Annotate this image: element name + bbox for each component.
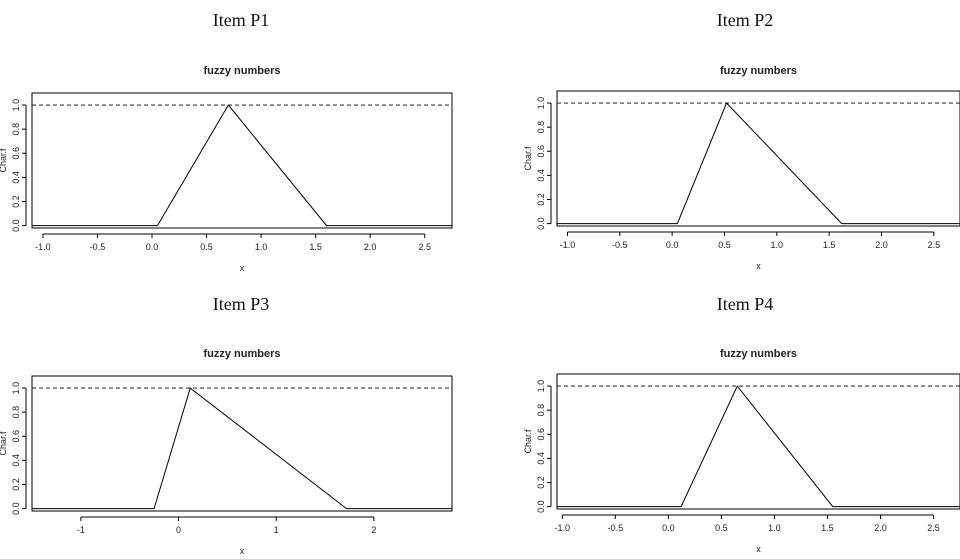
y-tick-label: 0.2	[11, 478, 21, 491]
chart-p4: fuzzy numbers -1.0 -0.5 0.0 0.5 1.0 1.5 2.0 2.5 0…	[523, 348, 960, 554]
x-tick-label: 2.5	[927, 523, 940, 533]
y-tick-label: 0.0	[536, 500, 546, 513]
x-tick-label: 2.0	[875, 240, 888, 250]
x-tick-label: 0.0	[662, 523, 675, 533]
x-axis-title: x	[240, 546, 245, 556]
y-tick-label: 0.8	[11, 406, 21, 419]
y-tick-label: 0.6	[536, 428, 546, 441]
x-tick-label: -0.5	[612, 240, 628, 250]
y-tick-label: 0.4	[536, 452, 546, 465]
y-tick-label: 0.8	[11, 123, 21, 136]
plot-frame	[31, 375, 453, 512]
y-tick-label: 0.2	[536, 476, 546, 489]
chart-p3: fuzzy numbers -1 0 1 2 0.0 0.2 0.4 0.6 0.8 1.0 x Cha…	[0, 348, 453, 556]
x-tick-label: 2.5	[928, 240, 941, 250]
y-tick-label: 1.0	[536, 380, 546, 393]
item-title-p1: Item P1	[212, 10, 270, 30]
x-tick-label: -1.0	[555, 523, 571, 533]
y-tick-label: 1.0	[11, 382, 21, 395]
x-tick-label: 2.0	[364, 242, 377, 252]
x-tick-label: 0	[176, 525, 181, 535]
membership-function-line	[557, 385, 960, 508]
x-tick-label: 1.5	[309, 242, 322, 252]
y-axis-title: Char.f	[0, 431, 8, 456]
membership-function-line	[557, 102, 960, 225]
item-title-p2: Item P2	[716, 10, 774, 30]
x-tick-label: 0.5	[200, 242, 213, 252]
x-tick-label: 1.5	[821, 523, 834, 533]
x-axis-title: x	[756, 261, 761, 271]
x-tick-label: 1.5	[823, 240, 836, 250]
y-tick-label: 0.8	[536, 121, 546, 134]
y-tick-label: 0.6	[11, 430, 21, 443]
y-tick-label: 0.0	[11, 219, 21, 232]
x-tick-label: 2	[371, 525, 376, 535]
y-tick-label: 0.2	[11, 195, 21, 208]
x-tick-label: 0.5	[718, 240, 731, 250]
y-tick-label: 0.0	[11, 502, 21, 515]
y-tick-label: 0.8	[536, 404, 546, 417]
chart-title: fuzzy numbers	[203, 348, 280, 360]
x-tick-label: 2.0	[874, 523, 887, 533]
x-tick-label: -1.0	[35, 242, 51, 252]
plot-frame	[31, 92, 453, 229]
y-tick-label: 0.6	[536, 145, 546, 158]
chart-p2: fuzzy numbers -1.0 -0.5 0.0 0.5 1.0 1.5 2.0 2.5 0…	[523, 65, 960, 271]
x-tick-label: -0.5	[608, 523, 624, 533]
item-title-p4: Item P4	[716, 294, 774, 314]
chart-title: fuzzy numbers	[203, 65, 280, 77]
chart-title: fuzzy numbers	[720, 65, 797, 77]
y-tick-label: 0.4	[11, 171, 21, 184]
x-axis-title: x	[756, 544, 761, 554]
y-tick-label: 0.2	[536, 193, 546, 206]
x-tick-label: 0.0	[146, 242, 159, 252]
x-tick-label: -1	[77, 525, 85, 535]
membership-function-line	[32, 104, 452, 227]
x-tick-label: 0.5	[715, 523, 728, 533]
y-axis-title: Char.f	[0, 148, 8, 173]
y-tick-label: 1.0	[11, 99, 21, 112]
x-tick-label: -0.5	[90, 242, 106, 252]
plot-frame	[556, 90, 960, 227]
y-tick-label: 0.4	[536, 169, 546, 182]
chart-title: fuzzy numbers	[720, 348, 797, 360]
y-tick-label: 1.0	[536, 97, 546, 110]
x-tick-label: 1.0	[771, 240, 784, 250]
membership-function-line	[32, 387, 452, 510]
x-tick-label: 0.0	[666, 240, 679, 250]
y-axis-title: Char.f	[523, 429, 533, 454]
x-tick-label: 1.0	[768, 523, 781, 533]
x-tick-label: 1.0	[255, 242, 268, 252]
x-axis-title: x	[240, 263, 245, 273]
y-axis-title: Char.f	[523, 146, 533, 171]
x-tick-label: -1.0	[560, 240, 576, 250]
x-tick-label: 1	[274, 525, 279, 535]
x-tick-label: 2.5	[418, 242, 431, 252]
y-tick-label: 0.0	[536, 217, 546, 230]
item-title-p3: Item P3	[212, 294, 270, 314]
plot-frame	[556, 373, 960, 510]
chart-p1: fuzzy numbers -1.0 -0.5 0.0 0.5 1.0 1.5 2.0 2.5 0…	[0, 65, 453, 273]
y-tick-label: 0.6	[11, 147, 21, 160]
y-tick-label: 0.4	[11, 454, 21, 467]
